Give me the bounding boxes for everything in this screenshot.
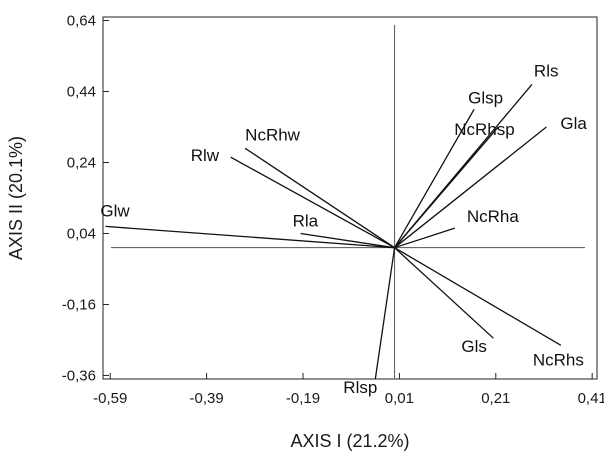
vector-ncrha [394,227,456,249]
vector-label-ncrhs: NcRhs [533,350,584,369]
vector-label-ncrhsp: NcRhsp [454,120,514,139]
x-axis-ticks: -0,59 -0,39 -0,19 0,01 0,21 0,41 [93,373,604,407]
vector-ncrhs [394,247,562,346]
x-axis-title: AXIS I (21.2%) [290,431,409,451]
vector-gla [394,126,547,249]
vector-glw [105,225,395,249]
x-tick-label: -0,39 [190,390,224,407]
x-tick-label: 0,41 [578,390,604,407]
y-tick-label: 0,04 [67,225,96,242]
vector-label-glw: Glw [100,201,130,220]
vector-label-ncrha: NcRha [467,207,520,226]
y-tick-label: -0,36 [62,367,96,384]
vector-label-ncrhw: NcRhw [245,125,301,144]
plot-frame [102,16,598,380]
vector-glsp [394,108,475,249]
vector-label-rla: Rla [293,211,319,230]
vector-label-rlw: Rlw [191,146,220,165]
vector-rlw [230,156,395,249]
vector-label-glsp: Glsp [468,88,503,107]
y-tick-label: 0,24 [67,155,96,172]
vector-ncrhw [244,147,395,249]
vector-label-rlsp: Rlsp [343,378,377,397]
vector-gls [394,247,494,339]
x-tick-label: 0,01 [385,390,414,407]
x-tick-label: 0,21 [481,390,510,407]
x-tick-label: -0,59 [93,390,127,407]
y-axis-ticks: 0,64 0,44 0,24 0,04 -0,16 -0,36 [62,13,109,384]
x-tick-label: -0,19 [286,390,320,407]
reference-lines [111,25,585,379]
vector-label-gla: Gla [560,114,587,133]
vector-rla [300,232,395,249]
vector-lines [105,84,562,380]
vector-label-rls: Rls [534,61,559,80]
y-tick-label: 0,64 [67,13,96,30]
y-tick-label: -0,16 [62,296,96,313]
vector-label-gls: Gls [461,337,487,356]
y-axis-title: AXIS II (20.1%) [6,136,26,260]
vector-ncrhsp [394,126,499,249]
y-tick-label: 0,44 [67,84,96,101]
vector-labels: Rls Glsp NcRhsp Gla NcRha NcRhw Rlw Rla Glw Rlsp G… [100,61,587,397]
vector-rlsp [374,247,396,380]
